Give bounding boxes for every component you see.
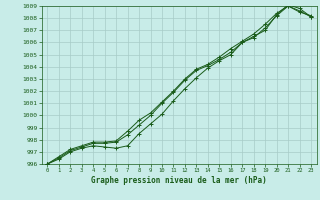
X-axis label: Graphe pression niveau de la mer (hPa): Graphe pression niveau de la mer (hPa) [91,176,267,185]
